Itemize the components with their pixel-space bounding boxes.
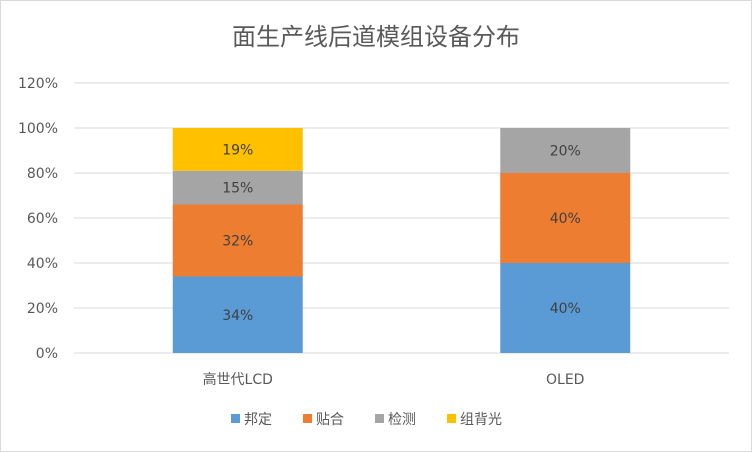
y-tick-label: 100%	[18, 121, 58, 137]
bar-segment	[172, 128, 303, 171]
data-label: 19%	[222, 142, 253, 158]
data-label: 20%	[550, 144, 581, 160]
bars: 34% 32% 15% 19% 40% 40% 20%	[172, 128, 631, 353]
chart-title: 面生产线后道模组设备分布	[232, 23, 520, 51]
bar-segment	[172, 170, 303, 205]
legend-swatch	[375, 414, 384, 423]
y-tick-label: 40%	[27, 256, 58, 272]
y-axis: 0% 20% 40% 60% 80% 100% 120%	[18, 76, 58, 362]
x-axis: 高世代LCD OLED	[203, 371, 585, 388]
legend-item: 组背光	[447, 412, 502, 428]
y-tick-label: 20%	[27, 301, 58, 317]
y-tick-label: 0%	[36, 346, 58, 362]
legend-swatch	[303, 414, 312, 423]
data-label: 34%	[222, 308, 253, 324]
gridlines	[74, 82, 729, 354]
bar-segment	[500, 173, 631, 263]
legend-label: 贴合	[316, 412, 344, 428]
data-label: 15%	[222, 181, 253, 197]
legend-item: 贴合	[303, 412, 344, 428]
y-tick-label: 120%	[18, 76, 58, 92]
legend-label: 邦定	[244, 412, 272, 428]
bar-segment	[172, 276, 303, 353]
data-label: 40%	[550, 211, 581, 227]
legend-item: 邦定	[231, 412, 272, 428]
y-tick-label: 60%	[27, 211, 58, 227]
bar-segment	[500, 263, 631, 353]
legend-swatch	[231, 414, 240, 423]
legend-label: 检测	[388, 412, 416, 428]
y-tick-label: 80%	[27, 166, 58, 182]
legend-swatch	[447, 414, 456, 423]
bar-segment	[172, 204, 303, 277]
legend-item: 检测	[375, 412, 416, 428]
data-label: 32%	[222, 234, 253, 250]
x-tick-label: 高世代LCD	[203, 371, 273, 388]
bar-segment	[500, 128, 631, 173]
legend-label: 组背光	[460, 412, 502, 428]
x-tick-label: OLED	[546, 372, 584, 388]
legend: 邦定 贴合 检测 组背光	[231, 412, 502, 428]
data-label: 40%	[550, 301, 581, 317]
